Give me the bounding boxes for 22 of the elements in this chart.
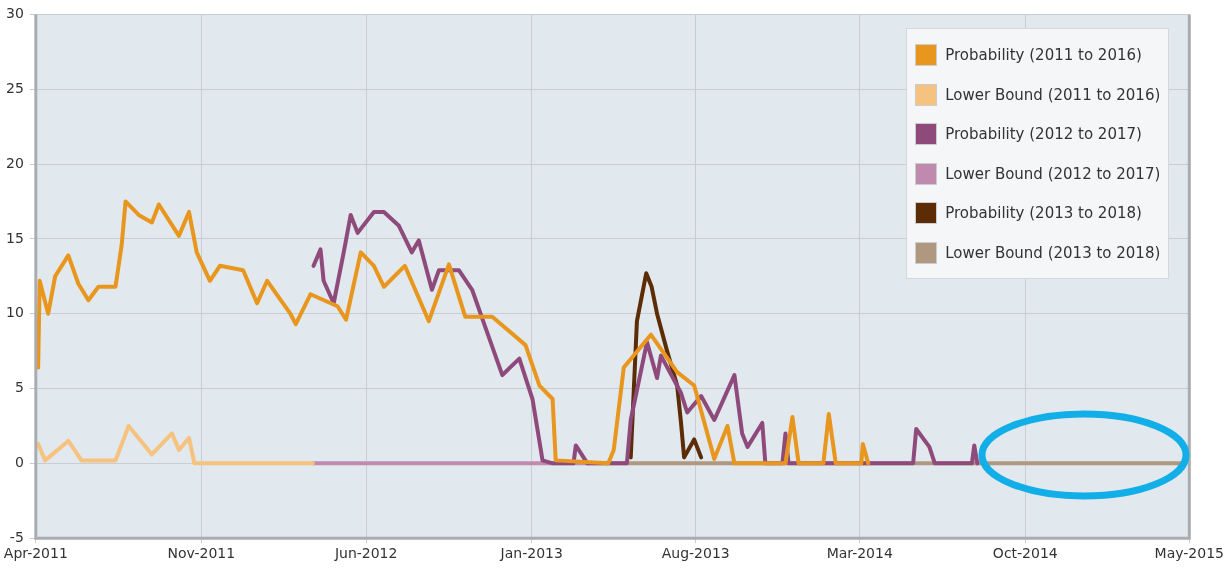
legend-label: Lower Bound (2012 to 2017) xyxy=(945,164,1161,183)
y-tick-label: 15 xyxy=(5,229,24,246)
legend-label: Probability (2012 to 2017) xyxy=(945,125,1142,144)
x-tick-label: Oct-2014 xyxy=(992,545,1058,562)
legend-label: Lower Bound (2013 to 2018) xyxy=(945,243,1161,262)
y-tick-label: 5 xyxy=(14,379,24,396)
x-tick-label: Jan-2013 xyxy=(499,545,563,562)
y-tick-label: 0 xyxy=(14,454,24,471)
x-tick-label: May-2015 xyxy=(1154,545,1225,562)
x-tick-label: Nov-2011 xyxy=(167,545,236,562)
y-tick-label: -5 xyxy=(9,528,24,545)
legend-label: Lower Bound (2011 to 2016) xyxy=(945,85,1161,104)
x-tick-label: Jun-2012 xyxy=(333,545,398,562)
y-tick-label: 10 xyxy=(5,304,24,321)
x-tick-label: Mar-2014 xyxy=(826,545,893,562)
legend-label: Probability (2011 to 2016) xyxy=(945,46,1142,65)
x-tick-label: Apr-2011 xyxy=(3,545,68,562)
legend-label: Probability (2013 to 2018) xyxy=(945,204,1142,223)
x-tick-label: Aug-2013 xyxy=(661,545,730,562)
y-tick-label: 25 xyxy=(5,79,24,96)
y-tick-label: 30 xyxy=(5,5,24,22)
y-tick-label: 20 xyxy=(5,154,24,171)
